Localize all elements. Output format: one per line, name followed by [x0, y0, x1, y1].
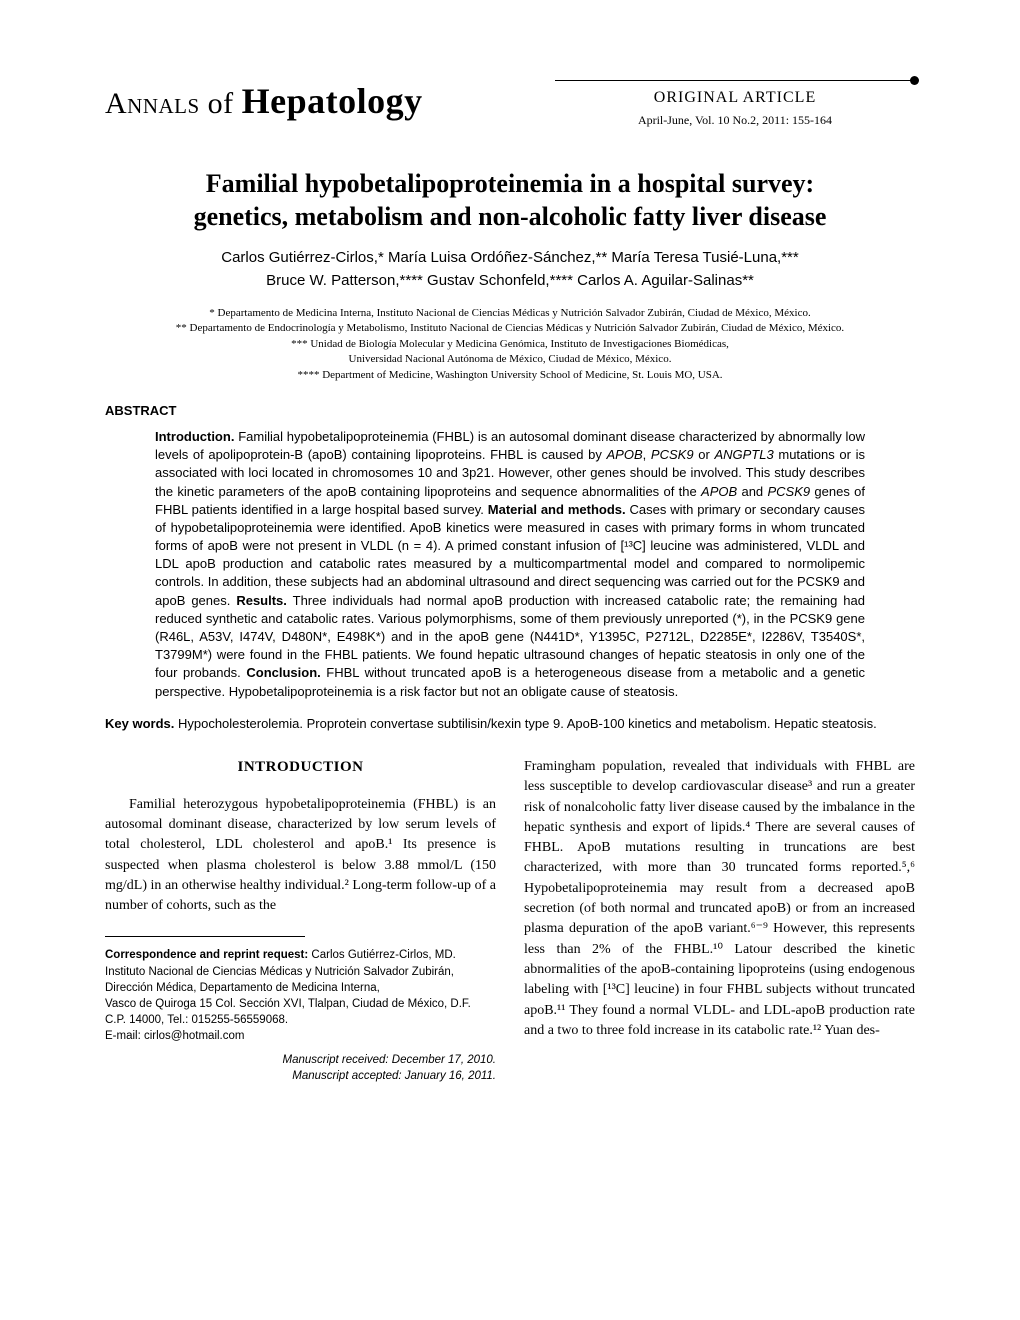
authors-line-1: Carlos Gutiérrez-Cirlos,* María Luisa Or…	[221, 249, 798, 266]
gene-pcsk9-1: PCSK9	[651, 447, 694, 462]
correspondence-label: Correspondence and reprint request:	[105, 949, 308, 961]
affiliation-5: **** Department of Medicine, Washington …	[105, 368, 915, 383]
gene-apob-1: APOB	[607, 447, 643, 462]
authors-block: Carlos Gutiérrez-Cirlos,* María Luisa Or…	[105, 247, 915, 292]
gene-angptl3: ANGPTL3	[714, 447, 773, 462]
manuscript-dates: Manuscript received: December 17, 2010. …	[105, 1052, 496, 1084]
left-column: INTRODUCTION Familial heterozygous hypob…	[105, 757, 496, 1084]
authors-line-2: Bruce W. Patterson,**** Gustav Schonfeld…	[266, 272, 754, 289]
article-type: ORIGINAL ARTICLE	[555, 89, 915, 107]
intro-paragraph-right: Framingham population, revealed that ind…	[524, 757, 915, 1041]
gene-pcsk9-2: PCSK9	[767, 484, 810, 499]
correspondence-line-3: Vasco de Quiroga 15 Col. Sección XVI, Tl…	[105, 998, 471, 1010]
abstract-heading: ABSTRACT	[105, 403, 915, 418]
manuscript-received: Manuscript received: December 17, 2010.	[283, 1054, 497, 1066]
manuscript-accepted: Manuscript accepted: January 16, 2011.	[292, 1070, 496, 1082]
title-line-1: Familial hypobetalipoproteinemia in a ho…	[206, 169, 814, 198]
abstract-methods-label: Material and methods.	[488, 502, 626, 517]
header-right: ORIGINAL ARTICLE April-June, Vol. 10 No.…	[555, 80, 915, 128]
journal-name: Annals of Hepatology	[105, 80, 423, 122]
affiliation-1: * Departamento de Medicina Interna, Inst…	[105, 306, 915, 321]
body-columns: INTRODUCTION Familial heterozygous hypob…	[105, 757, 915, 1084]
keywords-label: Key words.	[105, 716, 174, 731]
header-rule	[555, 80, 915, 81]
abstract-intro-label: Introduction.	[155, 429, 234, 444]
journal-part2: of	[208, 87, 234, 120]
journal-part3: Hepatology	[242, 81, 423, 121]
correspondence-name: Carlos Gutiérrez-Cirlos, MD.	[308, 949, 456, 961]
correspondence-block: Correspondence and reprint request: Carl…	[105, 947, 496, 1044]
journal-part1: Annals	[105, 87, 200, 120]
abstract-conclusion-label: Conclusion.	[246, 665, 320, 680]
affiliation-4: Universidad Nacional Autónoma de México,…	[105, 352, 915, 367]
article-title: Familial hypobetalipoproteinemia in a ho…	[105, 168, 915, 233]
page-header: Annals of Hepatology ORIGINAL ARTICLE Ap…	[105, 80, 915, 128]
correspondence-email: E-mail: cirlos@hotmail.com	[105, 1030, 244, 1042]
correspondence-line-2: Dirección Médica, Departamento de Medici…	[105, 982, 380, 994]
keywords-block: Key words. Hypocholesterolemia. Proprote…	[105, 715, 915, 733]
issue-info: April-June, Vol. 10 No.2, 2011: 155-164	[555, 113, 915, 128]
correspondence-line-4: C.P. 14000, Tel.: 015255-56559068.	[105, 1014, 288, 1026]
intro-paragraph-left: Familial heterozygous hypobetalipoprotei…	[105, 795, 496, 917]
correspondence-rule	[105, 936, 305, 937]
title-line-2: genetics, metabolism and non-alcoholic f…	[194, 202, 827, 231]
introduction-heading: INTRODUCTION	[105, 757, 496, 779]
affiliation-2: ** Departamento de Endocrinología y Meta…	[105, 321, 915, 336]
affiliations-block: * Departamento de Medicina Interna, Inst…	[105, 306, 915, 383]
abstract-body: Introduction. Familial hypobetalipoprote…	[105, 428, 915, 701]
abstract-results-label: Results.	[236, 593, 287, 608]
correspondence-line-1: Instituto Nacional de Ciencias Médicas y…	[105, 966, 454, 978]
affiliation-3: *** Unidad de Biología Molecular y Medic…	[105, 337, 915, 352]
right-column: Framingham population, revealed that ind…	[524, 757, 915, 1084]
gene-apob-2: APOB	[701, 484, 737, 499]
keywords-text: Hypocholesterolemia. Proprotein converta…	[174, 716, 876, 731]
header-dot-icon	[910, 76, 919, 85]
